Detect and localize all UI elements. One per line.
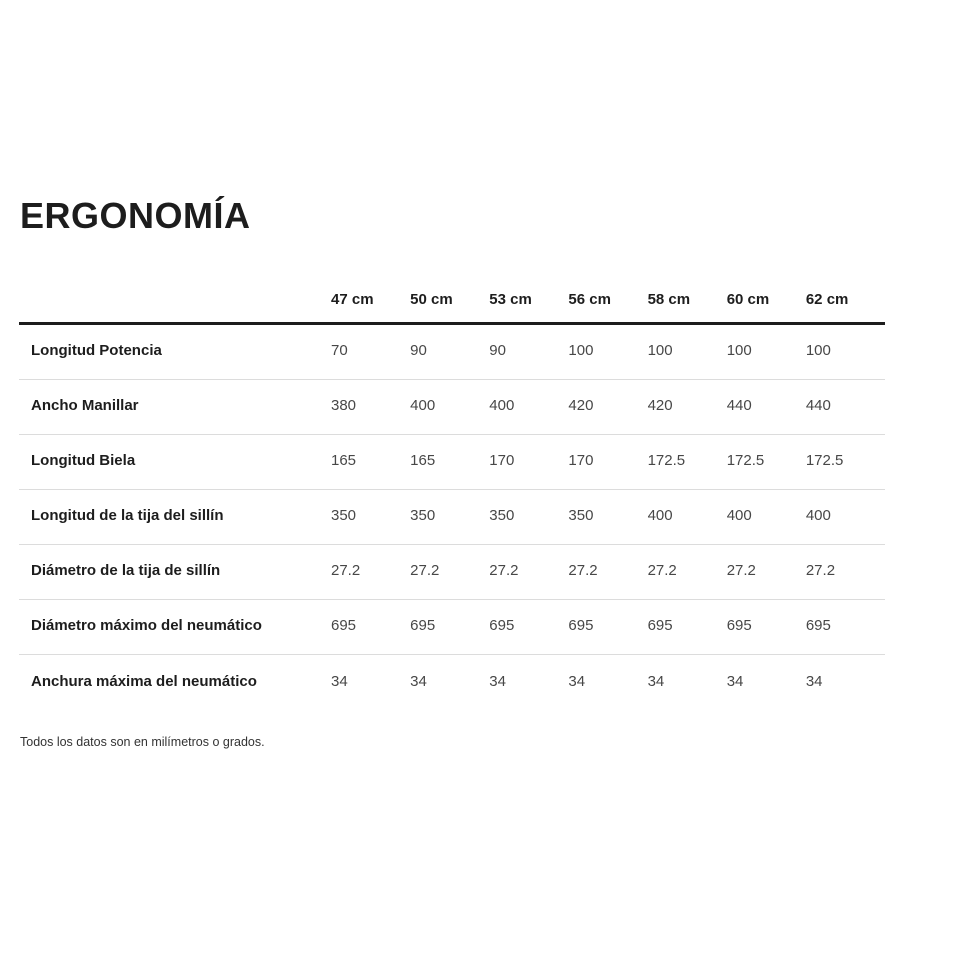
spec-value: 350 (410, 507, 436, 525)
spec-value: 172.5 (726, 452, 765, 470)
spec-value: 34 (726, 672, 744, 690)
table-row: Anchura máxima del neumático 34 34 34 34 34 34… (19, 655, 885, 710)
table-row: Longitud Biela 165 165 170 170 172.5 172.5 172.… (19, 435, 885, 490)
spec-value: 90 (410, 342, 427, 360)
table-row: Longitud Potencia 70 90 90 100 100 100 100 (19, 325, 885, 380)
spec-value: 27.2 (489, 562, 519, 580)
spec-value: 400 (805, 507, 831, 525)
spec-value: 400 (489, 397, 515, 415)
column-header: 50 cm (410, 291, 453, 308)
row-label: Longitud Potencia (31, 342, 162, 360)
spec-value: 27.2 (331, 562, 361, 580)
spec-value: 695 (489, 617, 515, 635)
spec-value: 172.5 (805, 452, 844, 470)
row-label: Diámetro máximo del neumático (31, 617, 262, 635)
table-row: Diámetro de la tija de sillín 27.2 27.2 27.… (19, 545, 885, 600)
spec-value: 34 (568, 672, 586, 690)
spec-value: 350 (331, 507, 357, 525)
spec-value: 27.2 (647, 562, 677, 580)
spec-value: 695 (568, 617, 594, 635)
spec-value: 34 (647, 672, 665, 690)
spec-value: 165 (410, 452, 436, 470)
spec-value: 400 (726, 507, 752, 525)
spec-value: 695 (331, 617, 357, 635)
spec-value: 100 (568, 342, 594, 360)
column-header: 47 cm (331, 291, 374, 308)
spec-value: 27.2 (410, 562, 440, 580)
row-label: Longitud de la tija del sillín (31, 507, 224, 525)
row-label: Ancho Manillar (31, 397, 139, 415)
table-row: Longitud de la tija del sillín 350 350 350 3… (19, 490, 885, 545)
ergonomics-table: 47 cm 50 cm 53 cm 56 cm 58 cm 60 cm 62 cm Long… (19, 291, 885, 710)
spec-value: 695 (805, 617, 831, 635)
spec-value: 100 (647, 342, 673, 360)
spec-value: 350 (489, 507, 515, 525)
table-row: Ancho Manillar 380 400 400 420 420 440 440 (19, 380, 885, 435)
row-label: Diámetro de la tija de sillín (31, 562, 221, 580)
column-header: 60 cm (726, 291, 770, 308)
spec-value: 420 (647, 397, 673, 415)
table-header-row: 47 cm 50 cm 53 cm 56 cm 58 cm 60 cm 62 cm (19, 291, 885, 325)
footnote: Todos los datos son en milímetros o grad… (20, 734, 265, 749)
spec-value: 440 (805, 397, 831, 415)
spec-value: 170 (568, 452, 594, 470)
column-header: 56 cm (568, 291, 611, 308)
spec-value: 695 (726, 617, 752, 635)
spec-value: 27.2 (568, 562, 598, 580)
spec-value: 420 (568, 397, 594, 415)
spec-value: 34 (410, 672, 427, 690)
column-header: 58 cm (647, 291, 691, 308)
spec-value: 90 (489, 342, 506, 360)
spec-value: 165 (331, 452, 357, 470)
spec-value: 440 (726, 397, 752, 415)
spec-value: 400 (647, 507, 673, 525)
table-body: Longitud Potencia 70 90 90 100 100 100 100 Ancho… (19, 325, 885, 710)
spec-value: 695 (410, 617, 436, 635)
column-header: 62 cm (805, 291, 849, 308)
spec-value: 100 (805, 342, 831, 360)
column-header: 53 cm (489, 291, 532, 308)
spec-value: 34 (489, 672, 506, 690)
spec-value: 172.5 (647, 452, 686, 470)
spec-value: 34 (805, 672, 823, 690)
spec-value: 100 (726, 342, 752, 360)
spec-value: 380 (331, 397, 357, 415)
spec-value: 400 (410, 397, 436, 415)
row-label: Longitud Biela (31, 452, 136, 470)
spec-value: 27.2 (726, 562, 756, 580)
row-label: Anchura máxima del neumático (31, 672, 257, 690)
spec-value: 170 (489, 452, 515, 470)
spec-value: 70 (331, 342, 348, 360)
page-title: ERGONOMÍA (20, 195, 251, 236)
spec-page: ERGONOMÍA 47 cm 50 cm 53 cm 56 cm 58 cm 60 cm… (0, 198, 956, 956)
spec-value: 695 (647, 617, 673, 635)
spec-value: 27.2 (805, 562, 836, 580)
spec-value: 34 (331, 672, 348, 690)
table-row: Diámetro máximo del neumático 695 695 695 69… (19, 600, 885, 655)
spec-value: 350 (568, 507, 594, 525)
